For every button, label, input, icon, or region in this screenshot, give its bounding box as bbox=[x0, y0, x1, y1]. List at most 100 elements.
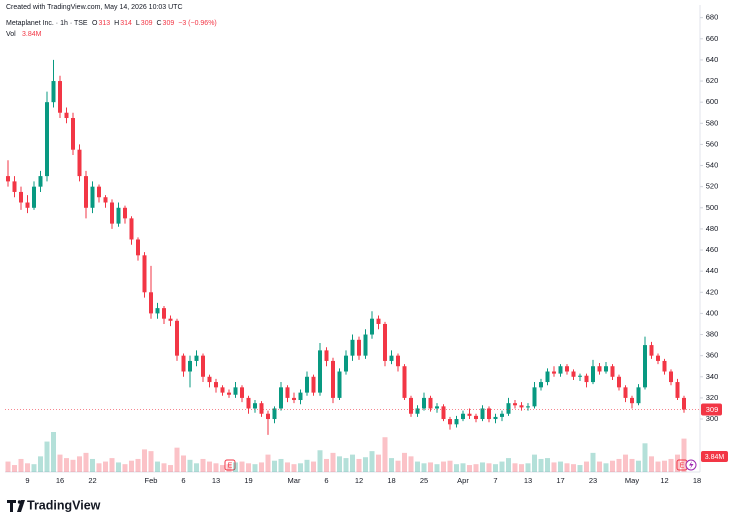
x-tick-label: 16 bbox=[56, 476, 64, 485]
volume-bar bbox=[317, 450, 323, 472]
candle-body bbox=[428, 397, 433, 409]
watermark: Created with TradingView.com, May 14, 20… bbox=[6, 4, 183, 11]
volume-bar bbox=[590, 452, 596, 472]
volume-bar bbox=[434, 464, 440, 472]
candle-body bbox=[71, 118, 75, 150]
x-tick-label: 18 bbox=[387, 476, 395, 485]
volume-bar bbox=[623, 454, 628, 472]
candle-body bbox=[669, 371, 673, 383]
candle-body bbox=[545, 371, 550, 383]
event-marker[interactable]: E bbox=[224, 459, 236, 471]
volume-bar bbox=[226, 464, 232, 472]
volume-bar bbox=[506, 458, 511, 472]
candle-body bbox=[526, 406, 530, 408]
candle-body bbox=[649, 345, 654, 356]
volume-bar bbox=[31, 464, 37, 472]
volume-bar bbox=[382, 437, 388, 472]
brand-logo bbox=[7, 500, 25, 512]
candle-body bbox=[324, 350, 329, 361]
volume-bar bbox=[610, 460, 615, 472]
x-tick-label: 13 bbox=[212, 476, 220, 485]
volume-bar bbox=[369, 451, 375, 472]
y-tick-label: 460 bbox=[706, 245, 719, 254]
volume-bar bbox=[213, 463, 219, 472]
candle-body bbox=[597, 366, 602, 372]
ohlc-label: C bbox=[156, 20, 161, 27]
candle-body bbox=[630, 397, 634, 404]
candle-body bbox=[311, 376, 316, 393]
candle-body bbox=[168, 318, 173, 321]
candle-body bbox=[58, 81, 62, 113]
volume-bar bbox=[642, 443, 648, 472]
volume-bar bbox=[395, 460, 401, 472]
volume-bar bbox=[252, 464, 258, 472]
volume-bar bbox=[246, 463, 251, 472]
candle-body bbox=[188, 360, 192, 372]
event-marker[interactable]: E bbox=[676, 459, 688, 471]
volume-bar bbox=[473, 464, 479, 472]
volume-bar bbox=[285, 462, 290, 472]
y-tick-label: 380 bbox=[706, 330, 719, 339]
candle-body bbox=[662, 360, 667, 372]
candle-body bbox=[45, 102, 49, 177]
candle-body bbox=[389, 355, 394, 361]
candle-body bbox=[266, 413, 270, 420]
candle-body bbox=[448, 419, 452, 425]
volume-bar bbox=[668, 458, 674, 472]
ohlc-label: H bbox=[114, 20, 119, 27]
candle-body bbox=[350, 339, 355, 356]
volume-bar bbox=[454, 464, 459, 472]
brand-logo-dot bbox=[17, 500, 22, 504]
candle-body bbox=[220, 387, 225, 393]
candle-body bbox=[136, 239, 140, 256]
candle-body bbox=[402, 366, 407, 398]
brand-name: TradingView bbox=[27, 498, 101, 512]
candle-body bbox=[363, 334, 368, 356]
y-tick-label: 660 bbox=[706, 34, 719, 43]
x-tick-label: 6 bbox=[181, 476, 185, 485]
volume-bar bbox=[616, 458, 622, 472]
candle-body bbox=[357, 339, 361, 356]
candle-body bbox=[201, 355, 205, 377]
volume-badge-text: 3.84M bbox=[705, 454, 725, 461]
candle-body bbox=[110, 202, 114, 224]
volume-bar bbox=[421, 463, 427, 472]
candle-body bbox=[272, 408, 277, 420]
volume-bar bbox=[324, 458, 329, 472]
volume-bar bbox=[194, 463, 199, 472]
candle-body bbox=[19, 191, 23, 203]
volume-bar bbox=[64, 458, 69, 472]
candle-body bbox=[181, 355, 186, 372]
volume-bar bbox=[77, 456, 82, 472]
candle-body bbox=[461, 413, 465, 420]
y-tick-label: 420 bbox=[706, 287, 719, 296]
volume-bar bbox=[90, 458, 95, 472]
volume-bar bbox=[363, 457, 368, 472]
y-tick-label: 400 bbox=[706, 308, 719, 317]
candle-body bbox=[370, 318, 374, 335]
event-box bbox=[224, 459, 236, 471]
y-tick-label: 500 bbox=[706, 203, 719, 212]
y-tick-label: 620 bbox=[706, 76, 719, 85]
y-tick-label: 560 bbox=[706, 139, 719, 148]
volume-bar bbox=[174, 447, 180, 472]
candle-body bbox=[422, 397, 426, 409]
candle-body bbox=[97, 186, 101, 198]
volume-bar bbox=[44, 441, 50, 472]
candle-body bbox=[675, 382, 680, 398]
volume-bar bbox=[356, 458, 362, 472]
candle-body bbox=[155, 308, 160, 314]
volume-badge bbox=[701, 451, 728, 462]
volume-bar bbox=[415, 461, 420, 472]
candle-body bbox=[149, 292, 153, 314]
candle-body bbox=[337, 371, 342, 398]
candle-body bbox=[77, 149, 82, 177]
candle-body bbox=[474, 415, 478, 420]
y-tick-label: 640 bbox=[706, 55, 719, 64]
candle-body bbox=[84, 176, 88, 208]
volume-bar bbox=[83, 452, 89, 472]
volume-bar bbox=[18, 458, 24, 472]
y-tick-label: 320 bbox=[706, 393, 719, 402]
volume-bar bbox=[5, 461, 11, 472]
